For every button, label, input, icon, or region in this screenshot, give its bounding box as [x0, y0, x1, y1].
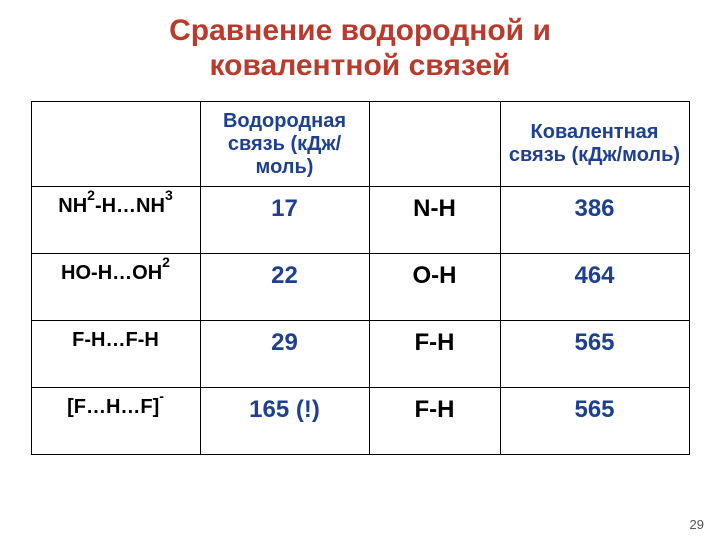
bond-label: F-H: [369, 321, 500, 388]
bond-label: O-H: [369, 254, 500, 321]
col-header-hydrogen-bond: Водородная связь (кДж/моль): [200, 102, 369, 187]
slide-title: Сравнение водородной и ковалентной связе…: [0, 14, 720, 83]
title-line-1: Сравнение водородной и: [169, 14, 551, 47]
hydrogen-bond-value: 29: [200, 321, 369, 388]
row-label: HO-H…OH2: [31, 254, 200, 321]
title-line-2: ковалентной связей: [210, 49, 511, 82]
table-row: F-H…F-H29F-H565: [31, 321, 689, 388]
row-label: [F…H…F]-: [31, 388, 200, 455]
covalent-bond-value: 464: [500, 254, 689, 321]
page-number: 29: [690, 517, 704, 532]
bond-label: F-H: [369, 388, 500, 455]
col-header-covalent-bond: Ковалентная связь (кДж/моль): [500, 102, 689, 187]
bond-comparison-table: Водородная связь (кДж/моль) Ковалентная …: [31, 101, 690, 455]
table-row: NH2-H…NH317N-H386: [31, 187, 689, 254]
table-row: [F…H…F]-165 (!)F-H565: [31, 388, 689, 455]
covalent-bond-value: 386: [500, 187, 689, 254]
hydrogen-bond-value: 22: [200, 254, 369, 321]
row-label: F-H…F-H: [31, 321, 200, 388]
hydrogen-bond-value: 17: [200, 187, 369, 254]
table-body: NH2-H…NH317N-H386HO-H…OH222O-H464F-H…F-H…: [31, 187, 689, 455]
slide: Сравнение водородной и ковалентной связе…: [0, 0, 720, 540]
row-label: NH2-H…NH3: [31, 187, 200, 254]
covalent-bond-value: 565: [500, 321, 689, 388]
col-header-empty-1: [31, 102, 200, 187]
hydrogen-bond-value: 165 (!): [200, 388, 369, 455]
table-row: HO-H…OH222O-H464: [31, 254, 689, 321]
col-header-empty-2: [369, 102, 500, 187]
covalent-bond-value: 565: [500, 388, 689, 455]
table-header-row: Водородная связь (кДж/моль) Ковалентная …: [31, 102, 689, 187]
bond-label: N-H: [369, 187, 500, 254]
